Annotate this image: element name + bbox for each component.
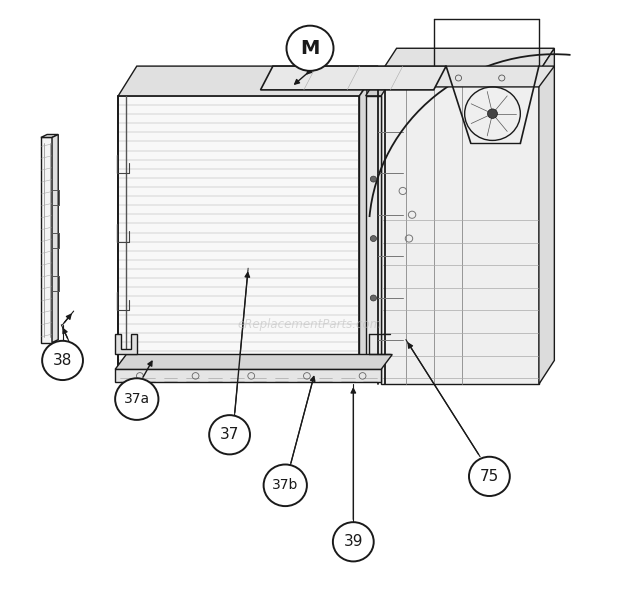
Polygon shape [41, 138, 52, 343]
Polygon shape [52, 135, 58, 343]
Polygon shape [366, 76, 394, 96]
Polygon shape [366, 96, 381, 370]
Circle shape [370, 235, 376, 241]
Circle shape [42, 341, 83, 380]
Text: 37b: 37b [272, 479, 298, 492]
Text: 75: 75 [480, 469, 499, 484]
Circle shape [333, 522, 374, 561]
Text: eReplacementParts.com: eReplacementParts.com [238, 318, 382, 331]
Circle shape [487, 109, 497, 119]
Polygon shape [41, 135, 58, 138]
Polygon shape [431, 66, 554, 87]
Text: 37: 37 [220, 427, 239, 442]
Circle shape [264, 464, 307, 506]
Text: 38: 38 [53, 353, 73, 368]
Circle shape [115, 378, 159, 420]
Circle shape [286, 26, 334, 71]
Polygon shape [115, 334, 137, 355]
Text: 39: 39 [343, 534, 363, 550]
Text: M: M [300, 39, 320, 58]
Polygon shape [118, 66, 378, 96]
Polygon shape [115, 355, 392, 370]
Polygon shape [118, 96, 360, 370]
Circle shape [370, 176, 376, 182]
Polygon shape [539, 48, 554, 384]
Text: 37a: 37a [124, 392, 150, 406]
Circle shape [469, 457, 510, 496]
Polygon shape [381, 48, 554, 72]
Polygon shape [360, 85, 367, 370]
Polygon shape [115, 370, 381, 383]
Circle shape [209, 415, 250, 454]
Circle shape [370, 295, 376, 301]
Polygon shape [260, 66, 446, 90]
Polygon shape [381, 72, 539, 384]
